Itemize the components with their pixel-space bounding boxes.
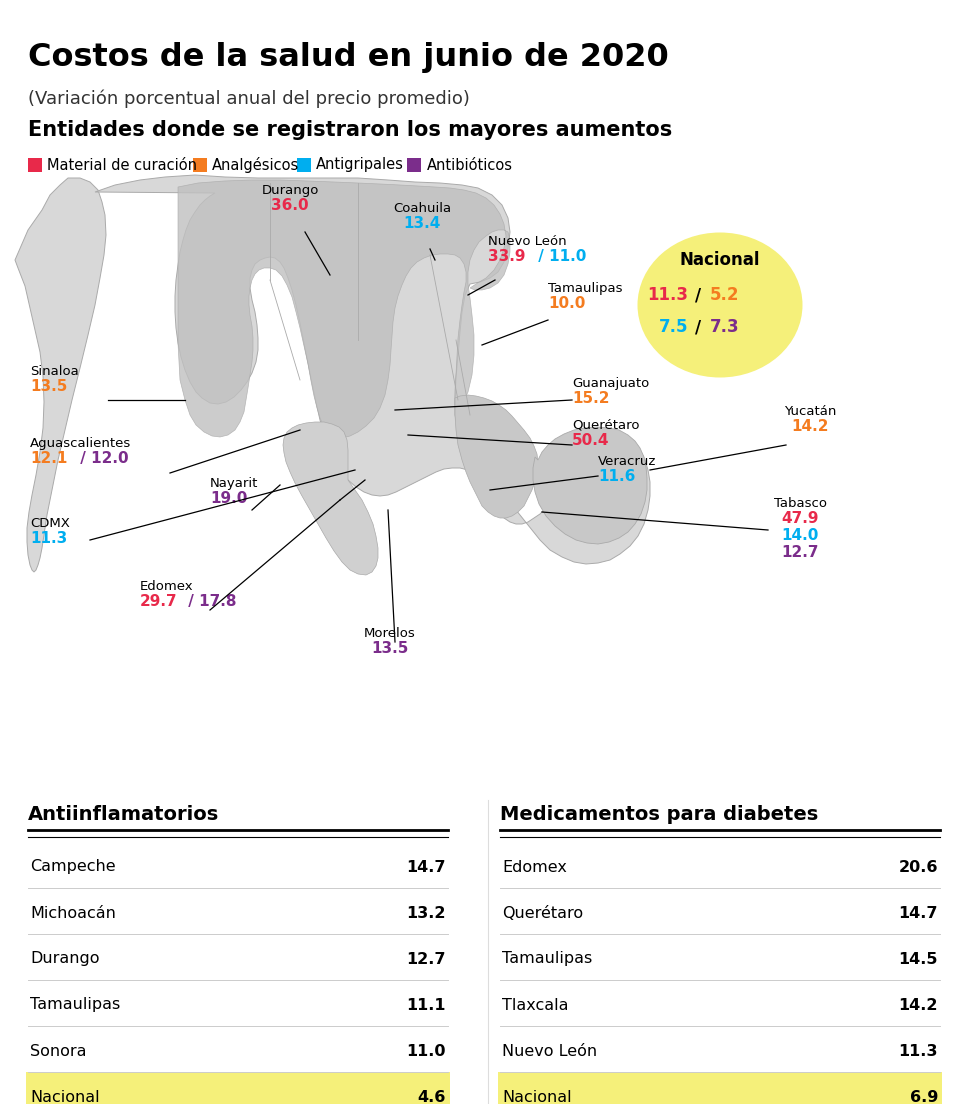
Text: Nuevo León: Nuevo León [488, 235, 566, 248]
Text: 47.9: 47.9 [781, 511, 819, 526]
Text: (Variación porcentual anual del precio promedio): (Variación porcentual anual del precio p… [28, 91, 469, 108]
Text: 29.7: 29.7 [140, 594, 178, 609]
Text: Nacional: Nacional [680, 251, 760, 269]
Text: 19.0: 19.0 [210, 491, 248, 506]
Text: Yucatán: Yucatán [783, 405, 836, 418]
Text: Durango: Durango [261, 184, 319, 197]
Polygon shape [178, 180, 510, 438]
Text: / 17.8: / 17.8 [183, 594, 236, 609]
Text: Tlaxcala: Tlaxcala [502, 998, 568, 1012]
Text: Guanajuato: Guanajuato [572, 376, 649, 390]
Polygon shape [283, 422, 378, 575]
Bar [498, 1072, 942, 1104]
Text: 13.4: 13.4 [403, 216, 441, 231]
Text: CDMX: CDMX [30, 517, 70, 530]
Text: Nuevo León: Nuevo León [502, 1043, 597, 1059]
Text: 13.5: 13.5 [372, 641, 409, 656]
Text: 15.2: 15.2 [572, 391, 610, 406]
Text: Entidades donde se registraron los mayores aumentos: Entidades donde se registraron los mayor… [28, 120, 672, 140]
Text: Querétaro: Querétaro [572, 420, 639, 432]
Text: Sonora: Sonora [30, 1043, 86, 1059]
Text: 12.7: 12.7 [406, 952, 446, 966]
Text: 4.6: 4.6 [418, 1090, 446, 1104]
Text: 11.3: 11.3 [30, 531, 67, 546]
Text: Edomex: Edomex [140, 580, 194, 593]
Text: Morelos: Morelos [364, 627, 416, 640]
Polygon shape [533, 427, 647, 544]
Text: Tamaulipas: Tamaulipas [502, 952, 592, 966]
Text: 11.6: 11.6 [598, 469, 636, 484]
Text: 12.7: 12.7 [781, 545, 819, 560]
Text: Durango: Durango [30, 952, 100, 966]
Text: 6.9: 6.9 [910, 1090, 938, 1104]
Polygon shape [15, 178, 106, 572]
Text: /: / [695, 286, 701, 304]
Text: Coahuila: Coahuila [393, 202, 451, 215]
Text: 14.0: 14.0 [781, 528, 819, 543]
Polygon shape [455, 395, 538, 518]
Text: 20.6: 20.6 [899, 860, 938, 874]
Text: 11.1: 11.1 [406, 998, 446, 1012]
Text: Aguascalientes: Aguascalientes [30, 437, 132, 450]
Text: Veracruz: Veracruz [598, 455, 657, 468]
Text: Material de curación: Material de curación [47, 158, 197, 172]
Text: Analgésicos: Analgésicos [212, 157, 300, 173]
Text: 12.1: 12.1 [30, 452, 67, 466]
Text: Nayarit: Nayarit [210, 477, 258, 490]
Bar [26, 1072, 450, 1104]
Text: Sinaloa: Sinaloa [30, 365, 79, 378]
Text: Medicamentos para diabetes: Medicamentos para diabetes [500, 805, 818, 824]
Text: /: / [695, 318, 701, 336]
Text: / 12.0: / 12.0 [75, 452, 129, 466]
Text: 11.3: 11.3 [647, 286, 688, 304]
Text: 14.5: 14.5 [899, 952, 938, 966]
Text: 14.2: 14.2 [899, 998, 938, 1012]
Text: / 11.0: / 11.0 [533, 250, 587, 264]
Text: 7.3: 7.3 [710, 318, 739, 336]
Text: 10.0: 10.0 [548, 296, 586, 311]
Text: 11.3: 11.3 [899, 1043, 938, 1059]
Text: 36.0: 36.0 [271, 198, 309, 213]
Text: 14.2: 14.2 [791, 420, 828, 434]
Text: Nacional: Nacional [30, 1090, 100, 1104]
Text: 14.7: 14.7 [899, 905, 938, 921]
Text: 33.9: 33.9 [488, 250, 525, 264]
Text: Querétaro: Querétaro [502, 905, 583, 921]
Polygon shape [95, 176, 650, 564]
Text: 7.5: 7.5 [659, 318, 688, 336]
Text: Edomex: Edomex [502, 860, 566, 874]
Text: Antigripales: Antigripales [316, 158, 403, 172]
Text: 5.2: 5.2 [710, 286, 739, 304]
Text: Costos de la salud en junio de 2020: Costos de la salud en junio de 2020 [28, 42, 669, 73]
Text: Tamaulipas: Tamaulipas [548, 282, 622, 295]
Text: 50.4: 50.4 [572, 433, 610, 448]
Text: 11.0: 11.0 [406, 1043, 446, 1059]
Text: 13.5: 13.5 [30, 379, 67, 394]
Text: Tabasco: Tabasco [774, 497, 827, 510]
Text: 13.2: 13.2 [406, 905, 446, 921]
Bar [297, 158, 311, 172]
Text: Antibióticos: Antibióticos [426, 158, 513, 172]
Bar [28, 158, 42, 172]
Text: 14.7: 14.7 [406, 860, 446, 874]
Text: Antiinflamatorios: Antiinflamatorios [28, 805, 219, 824]
Ellipse shape [637, 233, 803, 378]
Bar [193, 158, 207, 172]
Text: Tamaulipas: Tamaulipas [30, 998, 120, 1012]
Text: Campeche: Campeche [30, 860, 115, 874]
Bar [407, 158, 421, 172]
Text: Nacional: Nacional [502, 1090, 571, 1104]
Text: Michoacán: Michoacán [30, 905, 116, 921]
